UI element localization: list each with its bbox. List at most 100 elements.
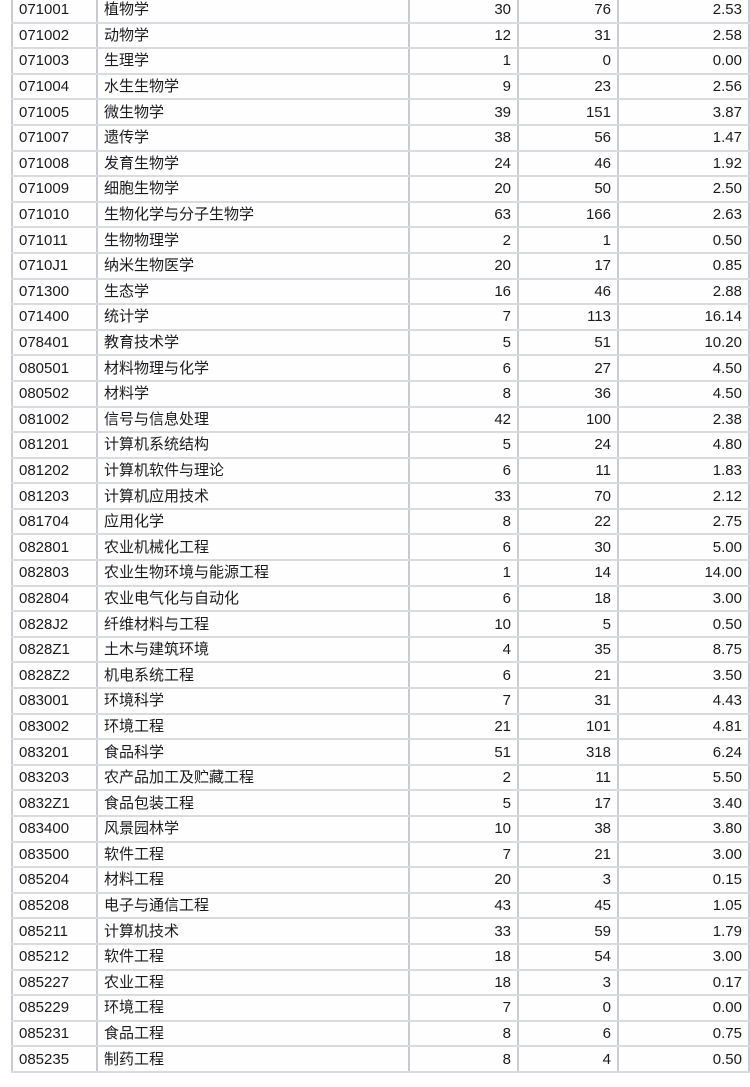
- cell-code: 085227: [11, 968, 98, 997]
- cell-code: 071001: [11, 0, 98, 24]
- cell-major-name: 农业生物环境与能源工程: [96, 559, 410, 587]
- cell-count-2: 0: [517, 994, 619, 1022]
- cell-ratio: 4.80: [617, 431, 750, 459]
- cell-major-name: 微生物学: [96, 98, 410, 126]
- cell-count-1: 5: [408, 789, 519, 817]
- cell-major-name: 细胞生物学: [96, 175, 410, 203]
- cell-major-name: 环境科学: [96, 687, 410, 715]
- cell-count-2: 100: [517, 405, 619, 434]
- cell-major-name: 水生生物学: [96, 72, 410, 101]
- cell-major-name: 生物化学与分子生物学: [96, 200, 410, 229]
- cell-major-name: 农业机械化工程: [96, 533, 410, 562]
- cell-code: 082803: [11, 559, 98, 587]
- cell-count-2: 0: [517, 47, 619, 75]
- cell-count-2: 51: [517, 328, 619, 357]
- cell-count-1: 10: [408, 815, 519, 843]
- cell-major-name: 环境工程: [96, 994, 410, 1022]
- table-row: 082804 农业电气化与自动化 6 18 3.00: [11, 584, 750, 613]
- cell-code: 085212: [11, 942, 98, 971]
- cell-code: 082804: [11, 584, 98, 613]
- table-row: 071010 生物化学与分子生物学 63 166 2.63: [11, 200, 750, 229]
- cell-major-name: 材料工程: [96, 866, 410, 894]
- cell-count-2: 36: [517, 379, 619, 408]
- cell-count-1: 10: [408, 610, 519, 638]
- cell-major-name: 遗传学: [96, 123, 410, 152]
- table-row: 083002 环境工程 21 101 4.81: [11, 712, 750, 741]
- cell-count-2: 54: [517, 942, 619, 971]
- cell-count-2: 101: [517, 712, 619, 741]
- cell-count-1: 8: [408, 507, 519, 536]
- cell-count-2: 17: [517, 789, 619, 817]
- cell-count-1: 7: [408, 994, 519, 1022]
- cell-ratio: 0.00: [617, 47, 750, 75]
- cell-ratio: 14.00: [617, 559, 750, 587]
- table-row: 085208 电子与通信工程 43 45 1.05: [11, 891, 750, 920]
- cell-code: 085208: [11, 891, 98, 920]
- cell-count-2: 31: [517, 687, 619, 715]
- table-row: 083203 农产品加工及贮藏工程 2 11 5.50: [11, 763, 750, 792]
- cell-ratio: 0.17: [617, 968, 750, 997]
- cell-ratio: 3.50: [617, 661, 750, 690]
- cell-major-name: 发育生物学: [96, 149, 410, 178]
- cell-count-2: 3: [517, 968, 619, 997]
- cell-count-1: 18: [408, 968, 519, 997]
- cell-count-1: 12: [408, 21, 519, 50]
- table-row: 071005 微生物学 39 151 3.87: [11, 98, 750, 126]
- cell-count-2: 1: [517, 226, 619, 254]
- cell-count-2: 151: [517, 98, 619, 126]
- cell-code: 071400: [11, 303, 98, 331]
- cell-count-1: 38: [408, 123, 519, 152]
- table-row: 080502 材料学 8 36 4.50: [11, 379, 750, 408]
- table-row: 081002 信号与信息处理 42 100 2.38: [11, 405, 750, 434]
- table-row: 071007 遗传学 38 56 1.47: [11, 123, 750, 152]
- cell-code: 071008: [11, 149, 98, 178]
- cell-ratio: 0.50: [617, 610, 750, 638]
- cell-count-1: 51: [408, 738, 519, 766]
- cell-count-1: 6: [408, 533, 519, 562]
- cell-count-2: 11: [517, 456, 619, 485]
- table-row: 071011 生物物理学 2 1 0.50: [11, 226, 750, 254]
- table-row: 071300 生态学 16 46 2.88: [11, 277, 750, 306]
- cell-ratio: 5.00: [617, 533, 750, 562]
- cell-major-name: 生理学: [96, 47, 410, 75]
- table-row: 0832Z1 食品包装工程 5 17 3.40: [11, 789, 750, 817]
- cell-ratio: 2.53: [617, 0, 750, 24]
- cell-code: 083203: [11, 763, 98, 792]
- cell-count-1: 33: [408, 917, 519, 945]
- cell-major-name: 计算机系统结构: [96, 431, 410, 459]
- cell-count-1: 7: [408, 303, 519, 331]
- cell-count-1: 6: [408, 354, 519, 382]
- cell-code: 071009: [11, 175, 98, 203]
- cell-count-2: 27: [517, 354, 619, 382]
- cell-count-1: 1: [408, 47, 519, 75]
- cell-code: 071011: [11, 226, 98, 254]
- cell-count-2: 5: [517, 610, 619, 638]
- cell-count-2: 76: [517, 0, 619, 24]
- cell-ratio: 4.50: [617, 354, 750, 382]
- table-row: 071008 发育生物学 24 46 1.92: [11, 149, 750, 178]
- cell-major-name: 信号与信息处理: [96, 405, 410, 434]
- cell-ratio: 8.75: [617, 635, 750, 664]
- table-row: 082801 农业机械化工程 6 30 5.00: [11, 533, 750, 562]
- cell-count-1: 24: [408, 149, 519, 178]
- cell-count-1: 18: [408, 942, 519, 971]
- cell-code: 071002: [11, 21, 98, 50]
- table-row: 085229 环境工程 7 0 0.00: [11, 994, 750, 1022]
- cell-count-1: 43: [408, 891, 519, 920]
- table-row: 081203 计算机应用技术 33 70 2.12: [11, 482, 750, 510]
- cell-major-name: 食品工程: [96, 1019, 410, 1048]
- cell-ratio: 2.12: [617, 482, 750, 510]
- cell-ratio: 16.14: [617, 303, 750, 331]
- cell-ratio: 1.92: [617, 149, 750, 178]
- cell-ratio: 2.56: [617, 72, 750, 101]
- cell-count-2: 21: [517, 661, 619, 690]
- table-row: 071400 统计学 7 113 16.14: [11, 303, 750, 331]
- cell-ratio: 1.83: [617, 456, 750, 485]
- cell-ratio: 2.58: [617, 21, 750, 50]
- cell-code: 085235: [11, 1045, 98, 1073]
- table-row: 081201 计算机系统结构 5 24 4.80: [11, 431, 750, 459]
- cell-code: 083201: [11, 738, 98, 766]
- table-row: 085212 软件工程 18 54 3.00: [11, 942, 750, 971]
- cell-ratio: 3.00: [617, 840, 750, 869]
